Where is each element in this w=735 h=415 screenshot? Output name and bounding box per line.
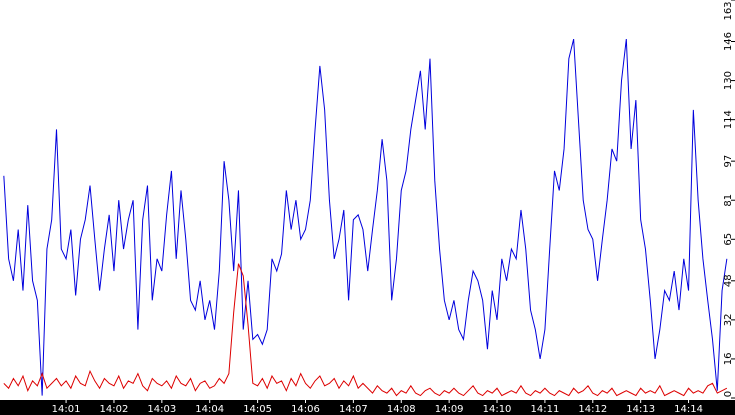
x-tick-label: 14:02 — [100, 404, 129, 415]
x-tick-label: 14:08 — [387, 404, 416, 415]
y-tick-label: 65 — [723, 233, 734, 246]
x-axis-band — [0, 400, 735, 415]
x-tick-label: 14:14 — [674, 404, 703, 415]
data-line — [3, 38, 728, 396]
x-tick-label: 14:11 — [530, 404, 559, 415]
x-tick-label: 14:03 — [147, 404, 176, 415]
y-tick-label: 114 — [723, 110, 734, 129]
y-tick-label: 81 — [723, 194, 734, 207]
y-tick-label: 48 — [723, 274, 734, 287]
x-tick-label: 14:06 — [291, 404, 320, 415]
y-tick-label: 16 — [723, 353, 734, 366]
y-tick-label: 146 — [723, 32, 734, 51]
x-tick-label: 14:01 — [52, 404, 81, 415]
x-tick-label: 14:04 — [195, 404, 224, 415]
x-tick-label: 14:10 — [483, 404, 512, 415]
x-tick-label: 14:05 — [243, 404, 272, 415]
x-tick-label: 14:12 — [578, 404, 607, 415]
data-line — [3, 263, 728, 397]
x-tick-label: 14:13 — [626, 404, 655, 415]
y-tick-label: 0 — [723, 391, 734, 397]
x-tick-label: 14:09 — [435, 404, 464, 415]
y-tick-label: 32 — [723, 313, 734, 326]
y-tick-label: 97 — [723, 155, 734, 168]
x-tick-label: 14:07 — [339, 404, 368, 415]
y-tick-label: 130 — [723, 71, 734, 90]
y-tick-label: 163 — [723, 1, 734, 20]
